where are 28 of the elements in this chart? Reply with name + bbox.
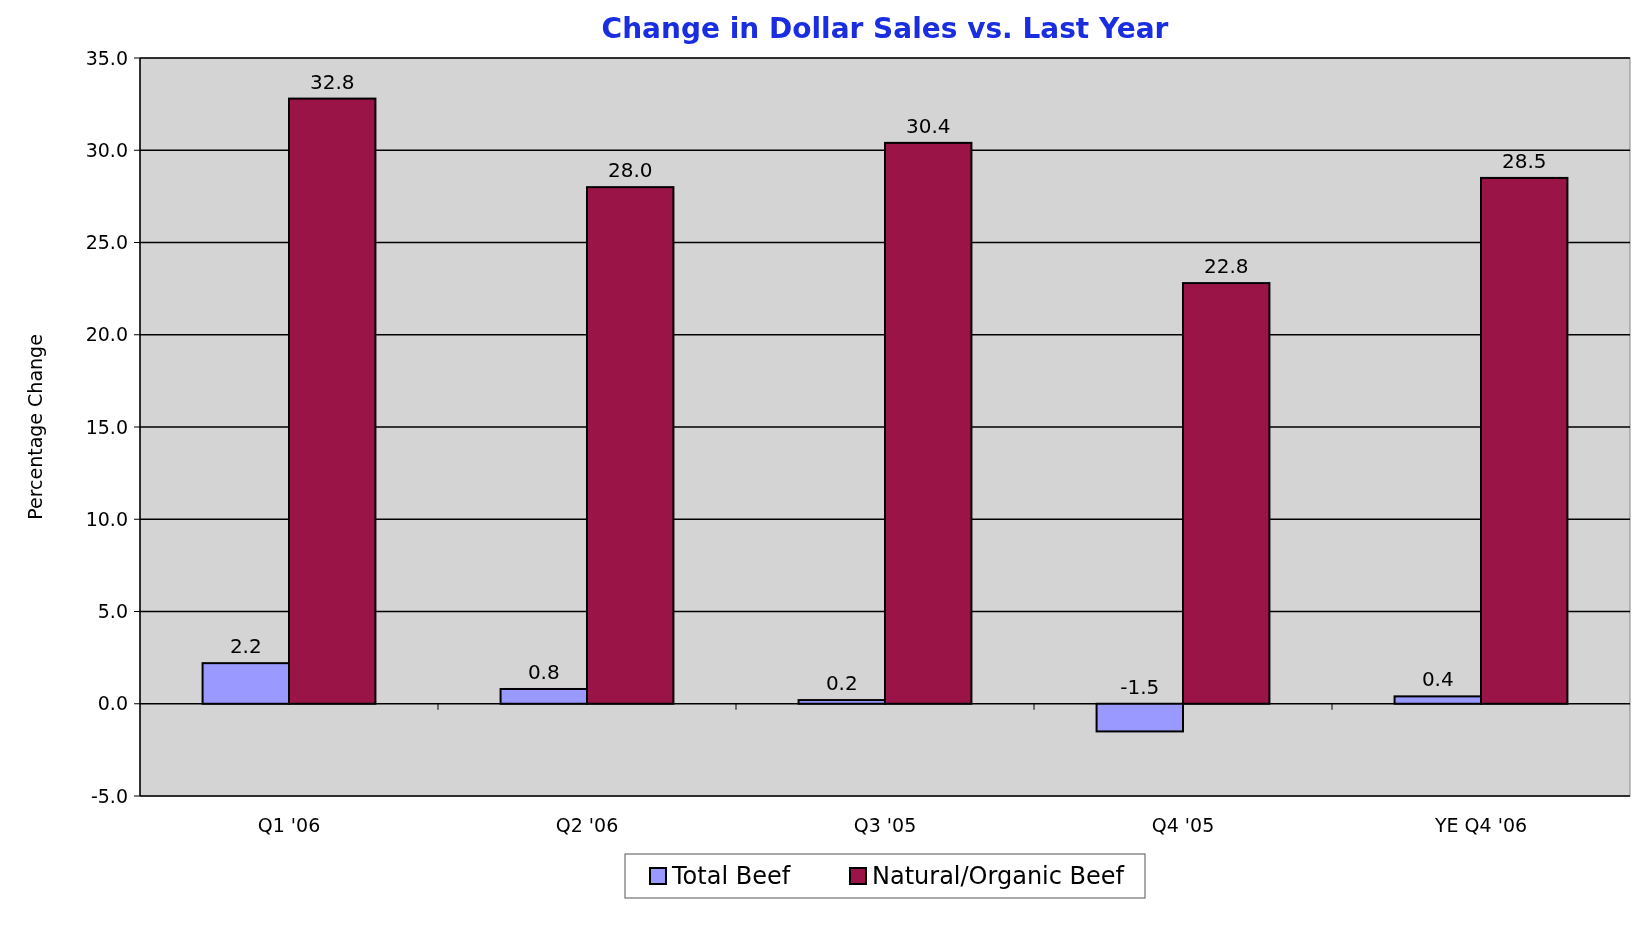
text: 0.4 — [1421, 667, 1454, 692]
x-tick-label: Q3 '05 — [853, 814, 917, 836]
y-tick-label: 10.0 — [85, 507, 128, 530]
x-tick-label: Q2 '06 — [555, 814, 619, 836]
y-tick-label: 30.0 — [85, 138, 128, 161]
y-tick-label: 5.0 — [97, 600, 128, 623]
text: 28.5 — [1501, 148, 1547, 173]
legend-label: Natural/Organic Beef — [872, 862, 1125, 891]
text: 32.8 — [309, 69, 355, 94]
text: 2.2 — [229, 634, 262, 659]
text: 30.4 — [905, 113, 951, 138]
text: 22.8 — [1203, 254, 1249, 279]
y-tick-label: 15.0 — [85, 415, 128, 438]
legend-label: Total Beef — [671, 862, 791, 891]
y-tick-label: 35.0 — [85, 46, 128, 69]
y-tick-label: 20.0 — [85, 323, 128, 346]
y-axis-title: Percentage Change — [24, 334, 46, 520]
y-tick-label: 0.0 — [97, 692, 128, 715]
text: -1.5 — [1120, 674, 1160, 699]
y-tick-label: 25.0 — [85, 231, 128, 254]
x-tick-label: YE Q4 '06 — [1433, 814, 1528, 836]
text: 0.2 — [825, 671, 858, 696]
y-tick-label: -5.0 — [90, 784, 128, 807]
text: 28.0 — [607, 158, 653, 183]
text: 0.8 — [527, 659, 560, 684]
chart-title: Change in Dollar Sales vs. Last Year — [601, 12, 1169, 45]
x-tick-label: Q1 '06 — [257, 814, 321, 836]
x-tick-label: Q4 '05 — [1151, 814, 1215, 836]
